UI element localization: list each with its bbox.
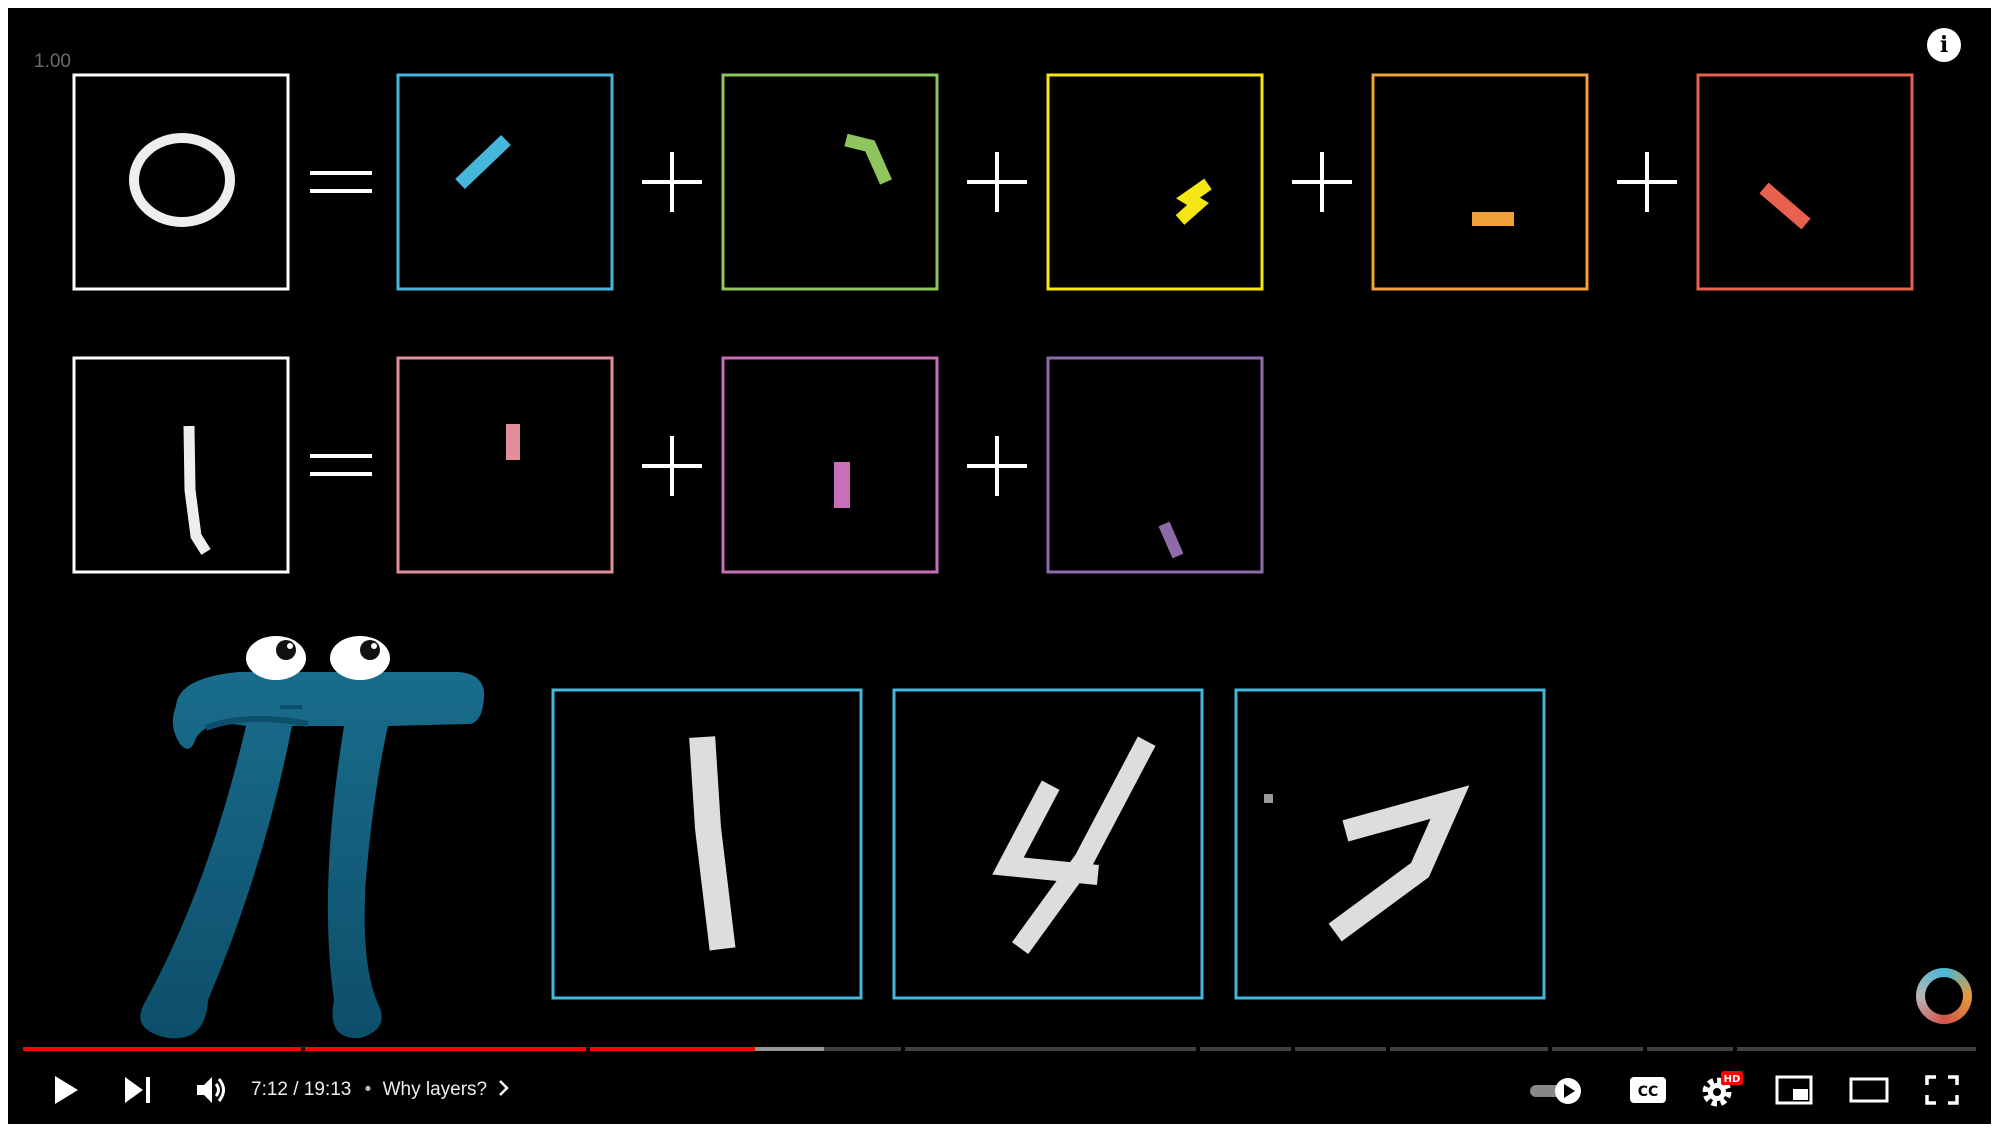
pi-creature-eyes: [246, 636, 390, 680]
hd-badge: HD: [1724, 1074, 1741, 1085]
plus-sign: [1617, 152, 1677, 212]
volume-button[interactable]: [184, 1060, 240, 1120]
miniplayer-button[interactable]: [1766, 1060, 1822, 1120]
component-yellow-frame: [1046, 73, 1264, 291]
separator: •: [364, 1079, 372, 1100]
volume-icon: [197, 1077, 225, 1103]
loading-spinner-icon: [1916, 968, 1972, 1024]
equals-sign: [310, 171, 372, 193]
component-blue-frame: [396, 73, 614, 291]
fullscreen-icon: [1925, 1075, 1959, 1105]
next-icon: [125, 1077, 150, 1103]
chapter-marker: [586, 1046, 590, 1052]
digit-zero-frame: [72, 73, 290, 291]
chapter-title: Why layers?: [382, 1079, 488, 1100]
play-button[interactable]: [38, 1060, 94, 1120]
digit-sample-four-frame: [892, 688, 1204, 1000]
chapter-marker: [1548, 1046, 1552, 1052]
miniplayer-icon: [1775, 1075, 1813, 1105]
playback-speed-label: 1.00: [34, 51, 71, 72]
current-time: 7:12: [251, 1079, 288, 1100]
component-purple-frame: [1046, 356, 1264, 574]
svg-text:CC: CC: [1638, 1084, 1659, 1100]
fullscreen-button[interactable]: [1914, 1060, 1970, 1120]
pi-creature: [140, 636, 485, 1039]
digit-sample-seven-frame: [1234, 688, 1546, 1000]
gear-icon: HD: [1702, 1071, 1743, 1107]
progress-track: [23, 1047, 1976, 1051]
component-green-frame: [721, 73, 939, 291]
chapter-marker: [1386, 1046, 1390, 1052]
autoplay-toggle-icon: [1530, 1078, 1581, 1104]
digit-sample-one-frame: [551, 688, 863, 1000]
captions-button[interactable]: CC: [1620, 1060, 1676, 1120]
autoplay-toggle[interactable]: [1526, 1060, 1590, 1120]
plus-sign: [967, 152, 1027, 212]
chapter-marker: [301, 1046, 305, 1052]
next-button[interactable]: [110, 1060, 166, 1120]
chapter-marker: [901, 1046, 905, 1052]
play-icon: [55, 1076, 78, 1104]
chapter-marker: [1643, 1046, 1647, 1052]
settings-button[interactable]: HD: [1694, 1060, 1750, 1120]
digit-one-frame: [72, 356, 290, 574]
time-display: 7:12 / 19:13 • Why layers?: [251, 1060, 510, 1120]
progress-played: [23, 1047, 756, 1051]
chapter-marker: [1291, 1046, 1295, 1052]
plus-sign: [967, 436, 1027, 496]
plus-sign: [642, 436, 702, 496]
player-controls: 7:12 / 19:13 • Why layers? CC HD: [8, 1060, 1991, 1120]
chapter-marker: [1733, 1046, 1737, 1052]
theater-mode-button[interactable]: [1841, 1060, 1897, 1120]
info-icon[interactable]: i: [1927, 28, 1961, 62]
duration: 19:13: [303, 1079, 352, 1100]
progress-bar[interactable]: [23, 1046, 1976, 1052]
video-player[interactable]: 1.00 i 7:12 / 19:13 • Why laye: [8, 8, 1991, 1124]
video-frame: [72, 73, 1914, 1039]
chevron-right-icon: [499, 1080, 510, 1096]
chapter-marker: [1196, 1046, 1200, 1052]
component-red-frame: [1696, 73, 1914, 291]
chapter-title-button[interactable]: Why layers?: [383, 1079, 511, 1100]
component-magenta-frame: [721, 356, 939, 574]
plus-sign: [642, 152, 702, 212]
theater-icon: [1849, 1077, 1889, 1103]
component-pink-frame: [396, 356, 614, 574]
equals-sign: [310, 454, 372, 476]
component-orange-frame: [1371, 73, 1589, 291]
plus-sign: [1292, 152, 1352, 212]
cc-icon: CC: [1630, 1077, 1666, 1103]
